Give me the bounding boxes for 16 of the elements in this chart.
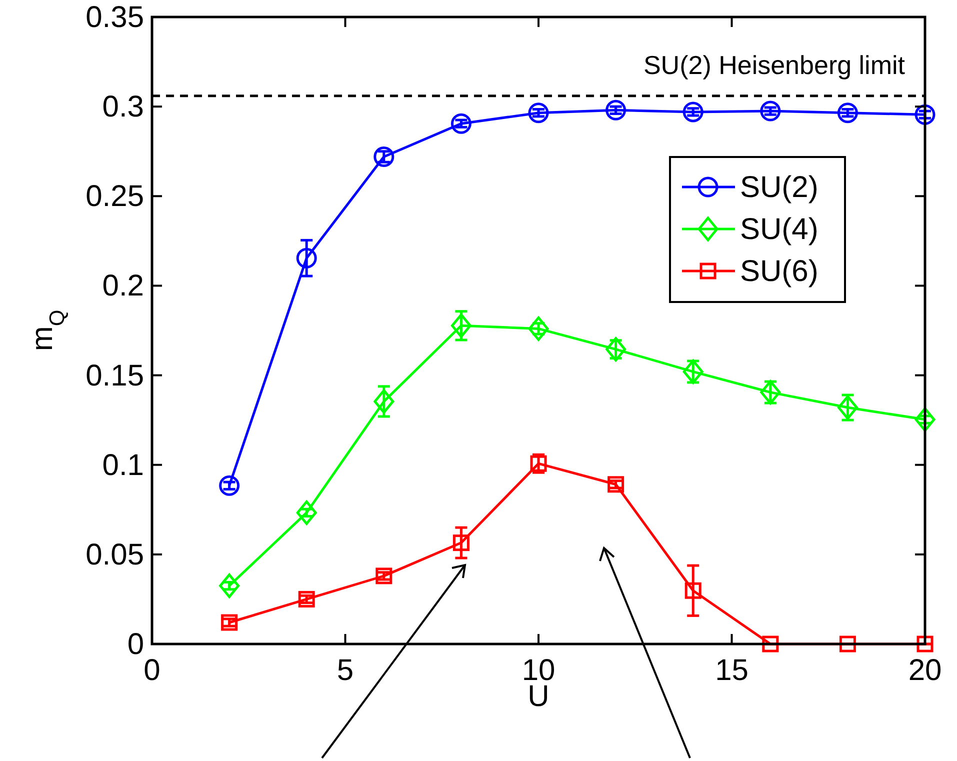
y-tick-label: 0.25 [86,180,144,214]
y-tick-label: 0.35 [86,1,144,34]
y-tick-label: 0.3 [102,90,144,124]
y-tick-label: 0.2 [102,270,144,303]
legend-label: SU(6) [740,255,818,288]
ref-line-label: SU(2) Heisenberg limit [643,50,906,80]
y-tick-label: 0.15 [86,359,144,392]
y-tick-label: 0.1 [102,448,144,482]
x-tick-label: 15 [715,654,748,687]
y-tick-label: 0.05 [86,538,144,572]
legend-label: SU(4) [740,213,818,246]
x-axis-title: U [528,680,550,713]
legend-label: SU(2) [740,171,818,204]
x-tick-label: 20 [908,654,942,687]
x-tick-label: 5 [336,654,354,687]
y-tick-label: 0 [127,628,144,661]
